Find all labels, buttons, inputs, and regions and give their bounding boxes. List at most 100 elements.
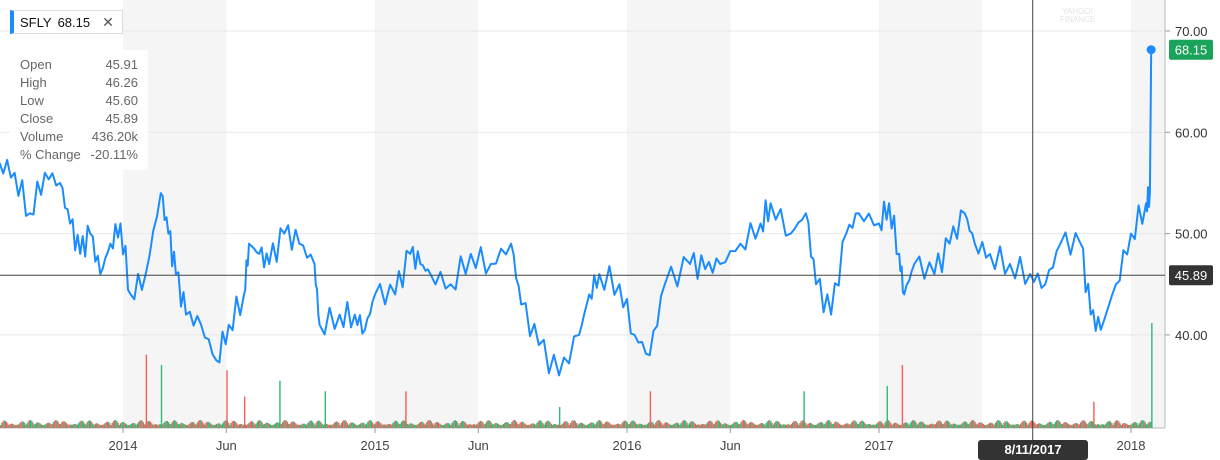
volume-bar: [926, 424, 928, 428]
ohlc-row-close: Close 45.89: [20, 110, 138, 128]
volume-bar: [781, 424, 783, 428]
volume-bar: [349, 423, 351, 428]
volume-bar: [914, 420, 916, 428]
volume-bar: [235, 422, 237, 428]
volume-bar: [549, 422, 551, 428]
volume-bar: [931, 423, 933, 428]
volume-bar: [1005, 421, 1007, 428]
volume-bar: [223, 421, 225, 428]
volume-bar: [87, 420, 89, 428]
volume-bar: [992, 423, 994, 428]
volume-bar: [770, 421, 772, 428]
volume-bar: [981, 423, 983, 428]
volume-bar: [391, 424, 393, 428]
volume-bar: [212, 424, 214, 428]
volume-bar: [980, 422, 982, 428]
volume-bar: [673, 424, 675, 428]
volume-bar: [346, 422, 348, 428]
volume-bar: [663, 423, 665, 428]
volume-bar: [730, 424, 732, 428]
volume-bar: [340, 422, 342, 428]
volume-bar: [1039, 423, 1041, 428]
volume-bar: [1076, 423, 1078, 428]
volume-bar: [262, 424, 264, 428]
volume-bar: [756, 424, 758, 428]
volume-bar: [369, 420, 371, 428]
volume-bar: [573, 420, 575, 428]
volume-bar: [172, 420, 174, 428]
volume-bar: [188, 424, 190, 428]
volume-bar: [538, 420, 540, 428]
volume-bar: [925, 424, 927, 428]
volume-bar: [645, 424, 647, 428]
volume-bar: [133, 422, 135, 428]
value: 436.20k: [91, 129, 138, 144]
volume-bar: [530, 423, 532, 428]
volume-bar: [813, 424, 815, 428]
volume-bar: [13, 424, 15, 428]
volume-bar: [1098, 424, 1100, 428]
volume-bar: [1130, 424, 1132, 428]
volume-bar: [1071, 424, 1073, 428]
volume-bar: [253, 422, 255, 428]
volume-bar: [404, 420, 406, 428]
volume-bar: [699, 424, 701, 428]
volume-bar: [440, 424, 442, 428]
volume-bar: [655, 422, 657, 428]
volume-bar: [504, 422, 506, 428]
volume-bar: [546, 421, 548, 428]
volume-bar: [648, 422, 650, 428]
ohlc-row-volume: Volume 436.20k: [20, 128, 138, 146]
value: -20.11%: [90, 147, 138, 162]
volume-bar: [700, 424, 702, 428]
volume-bar: [96, 423, 98, 428]
volume-bar: [241, 424, 243, 428]
volume-bar: [532, 423, 534, 428]
volume-bar: [434, 423, 436, 428]
volume-bar: [1077, 424, 1079, 428]
volume-bar: [414, 424, 416, 428]
volume-bar: [800, 421, 802, 428]
volume-bar: [999, 421, 1001, 428]
volume-bar: [416, 424, 418, 428]
ticker-legend-tag[interactable]: SFLY 68.15 ✕: [10, 10, 123, 34]
volume-bar: [716, 420, 718, 428]
volume-bar: [283, 420, 285, 428]
volume-bar: [103, 424, 105, 428]
volume-bar: [654, 424, 656, 428]
volume-bar: [666, 422, 668, 428]
volume-bar: [267, 423, 269, 428]
volume-bar: [955, 424, 957, 428]
volume-bar: [734, 421, 736, 428]
volume-bar: [240, 423, 242, 428]
volume-bar: [289, 424, 291, 428]
volume-bar: [564, 421, 566, 428]
volume-bar: [796, 422, 798, 428]
volume-bar: [1018, 424, 1020, 428]
volume-bar: [1120, 424, 1122, 428]
volume-bar: [493, 424, 495, 428]
volume-bar: [176, 422, 178, 428]
volume-bar: [855, 421, 857, 428]
volume-bar: [909, 423, 911, 428]
volume-bar: [387, 424, 389, 428]
volume-bar: [879, 421, 881, 428]
volume-bar: [304, 424, 306, 428]
volume-bar: [801, 420, 803, 428]
volume-bar: [388, 423, 390, 428]
volume-bar: [682, 420, 684, 428]
x-tick-label: 2016: [613, 438, 642, 453]
volume-bar: [1062, 424, 1064, 428]
volume-bar: [566, 421, 568, 428]
volume-bar: [900, 424, 902, 428]
volume-bar: [448, 423, 450, 428]
close-icon[interactable]: ✕: [102, 13, 114, 30]
volume-bar: [668, 423, 670, 428]
volume-bar: [315, 422, 317, 428]
volume-bar: [810, 422, 812, 428]
volume-bar: [67, 424, 69, 428]
shaded-band: [375, 0, 479, 428]
volume-bar: [873, 424, 875, 428]
volume-bar: [337, 421, 339, 428]
